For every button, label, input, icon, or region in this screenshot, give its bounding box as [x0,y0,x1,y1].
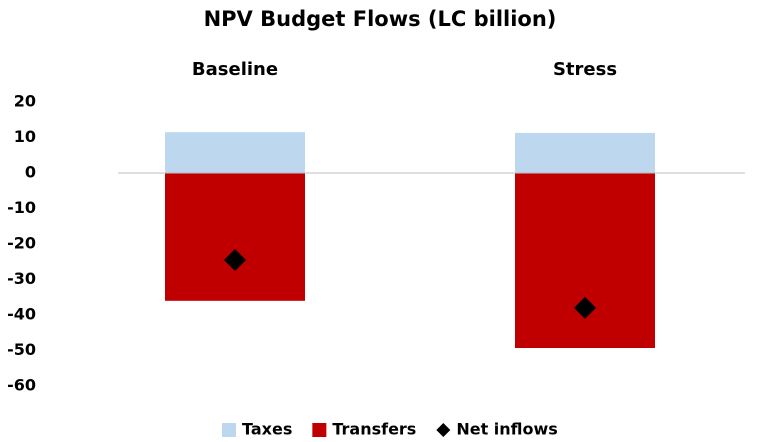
net-marker [224,248,246,271]
legend-label: Transfers [332,420,416,439]
chart-title: NPV Budget Flows (LC billion) [204,7,557,31]
legend-swatch [312,423,327,437]
net-marker [574,296,596,319]
legend-swatch [222,423,236,437]
category-label: Baseline [192,59,278,80]
y-tick-label: -60 [7,376,36,395]
y-tick-label: -50 [7,340,36,359]
y-tick-label: 10 [14,127,36,146]
legend-label: Net inflows [456,420,558,439]
y-tick-label: 0 [25,163,36,182]
y-tick-label: -30 [7,269,36,288]
y-tick-label: -10 [7,198,36,217]
legend-marker [436,423,451,437]
y-tick-label: -40 [7,305,36,324]
bar-segment [165,173,305,301]
bar-segment [515,173,655,349]
bar-segment [165,132,305,173]
legend-label: Taxes [242,420,292,439]
category-label: Stress [553,59,617,80]
y-tick-label: -20 [7,234,36,253]
bar-segment [515,132,655,173]
y-tick-label: 20 [14,92,36,111]
